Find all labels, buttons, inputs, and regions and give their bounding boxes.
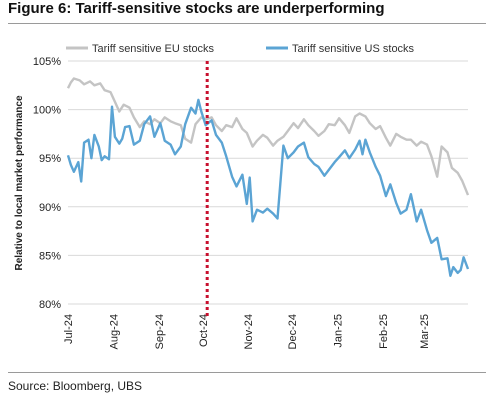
x-tick-label: Feb-25 [378, 314, 390, 349]
y-tick-label: 100% [33, 105, 61, 117]
x-tick-label: Nov-24 [243, 314, 255, 349]
x-tick-label: Jan-25 [333, 314, 345, 348]
source-divider [8, 372, 486, 373]
data-series [66, 77, 470, 277]
y-tick-label: 105% [33, 56, 61, 68]
y-tick-label: 80% [39, 299, 61, 311]
title-divider [8, 23, 486, 24]
y-axis-ticks: 80% 85% 90% 95% 100% 105% [33, 56, 61, 311]
x-tick-label: Mar-25 [419, 314, 431, 349]
x-tick-label: Jul-24 [63, 314, 75, 344]
y-tick-label: 85% [39, 250, 61, 262]
x-tick-label: Sep-24 [154, 314, 166, 349]
legend-label: Tariff sensitive US stocks [292, 43, 415, 55]
y-axis-label: Relative to local market performance [14, 95, 25, 271]
figure-title: Figure 6: Tariff-sensitive stocks are un… [8, 0, 385, 17]
gridlines [68, 60, 468, 305]
source-note: Source: Bloomberg, UBS [8, 379, 143, 393]
line-chart: 80% 85% 90% 95% 100% 105% Jul-24 Aug-24 Sep-24 O… [14, 43, 470, 349]
x-tick-label: Aug-24 [108, 314, 120, 349]
series-line-eu [66, 77, 470, 196]
y-tick-label: 90% [39, 202, 61, 214]
legend-label: Tariff sensitive EU stocks [92, 43, 215, 55]
legend: Tariff sensitive EU stocks Tariff sensiti… [66, 43, 415, 55]
x-tick-label: Oct-24 [198, 314, 210, 347]
y-tick-label: 95% [39, 153, 61, 165]
series-line-us [66, 98, 470, 277]
x-axis-ticks: Jul-24 Aug-24 Sep-24 Oct-24 Nov-24 Dec-24 Jan-… [63, 314, 431, 349]
x-tick-label: Dec-24 [287, 314, 299, 349]
